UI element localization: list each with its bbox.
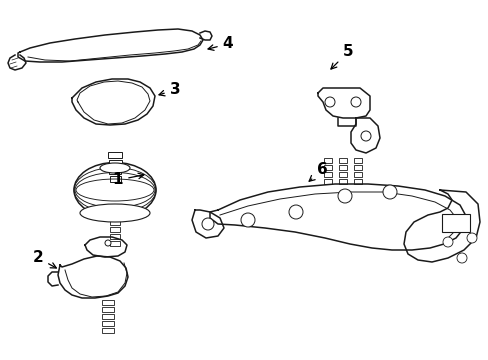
Bar bbox=[102, 328, 114, 333]
Bar bbox=[353, 165, 361, 170]
Bar bbox=[324, 158, 331, 163]
Bar bbox=[102, 300, 114, 305]
Bar bbox=[102, 314, 114, 319]
Bar bbox=[110, 220, 120, 225]
Circle shape bbox=[456, 253, 466, 263]
Bar bbox=[102, 321, 114, 326]
Circle shape bbox=[241, 213, 254, 227]
Circle shape bbox=[442, 237, 452, 247]
Bar bbox=[110, 227, 120, 232]
Ellipse shape bbox=[80, 204, 150, 222]
Ellipse shape bbox=[74, 162, 156, 217]
Bar bbox=[338, 158, 346, 163]
Polygon shape bbox=[72, 79, 155, 125]
Circle shape bbox=[360, 131, 370, 141]
Bar bbox=[441, 214, 469, 232]
Bar bbox=[338, 179, 346, 184]
Polygon shape bbox=[192, 210, 224, 238]
Bar bbox=[109, 160, 122, 166]
Bar bbox=[110, 234, 120, 239]
Bar bbox=[110, 241, 120, 246]
Text: 1: 1 bbox=[113, 172, 143, 188]
Circle shape bbox=[288, 205, 303, 219]
Polygon shape bbox=[209, 184, 465, 250]
Bar bbox=[324, 165, 331, 170]
Text: 5: 5 bbox=[330, 45, 353, 69]
Text: 6: 6 bbox=[308, 162, 326, 181]
Text: 2: 2 bbox=[33, 251, 56, 268]
Bar bbox=[324, 179, 331, 184]
Circle shape bbox=[382, 185, 396, 199]
Text: 4: 4 bbox=[207, 36, 233, 51]
Bar bbox=[353, 179, 361, 184]
Circle shape bbox=[202, 218, 214, 230]
Polygon shape bbox=[317, 88, 369, 118]
Bar bbox=[102, 307, 114, 312]
Bar bbox=[109, 168, 121, 174]
Circle shape bbox=[105, 240, 111, 246]
Bar bbox=[108, 152, 122, 158]
Ellipse shape bbox=[100, 163, 130, 173]
Bar bbox=[353, 158, 361, 163]
Circle shape bbox=[466, 233, 476, 243]
Bar bbox=[324, 172, 331, 177]
Polygon shape bbox=[350, 118, 379, 153]
Bar bbox=[353, 172, 361, 177]
Text: 3: 3 bbox=[159, 82, 180, 98]
Circle shape bbox=[350, 97, 360, 107]
Polygon shape bbox=[403, 190, 479, 262]
Polygon shape bbox=[85, 237, 127, 257]
Circle shape bbox=[325, 97, 334, 107]
Circle shape bbox=[337, 189, 351, 203]
Bar bbox=[110, 176, 121, 182]
Polygon shape bbox=[58, 256, 128, 298]
Bar bbox=[338, 165, 346, 170]
Bar bbox=[338, 172, 346, 177]
